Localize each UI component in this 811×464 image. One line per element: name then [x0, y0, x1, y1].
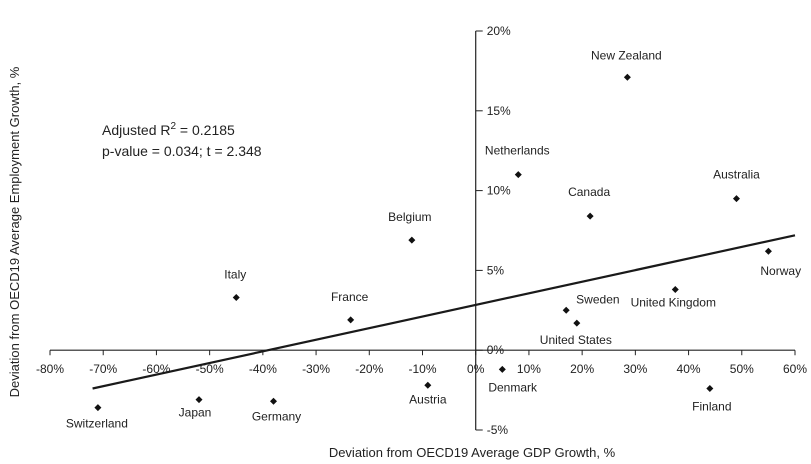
data-point-france: [347, 316, 355, 324]
point-label-australia: Australia: [713, 168, 760, 182]
data-point-netherlands: [514, 171, 522, 179]
x-tick-label: 30%: [623, 362, 647, 376]
x-tick-label: 40%: [677, 362, 701, 376]
data-point-united-states: [573, 319, 581, 327]
x-tick-label: -30%: [302, 362, 330, 376]
points-layer: [94, 73, 772, 412]
data-point-italy: [232, 294, 240, 302]
data-point-japan: [195, 396, 203, 404]
point-label-belgium: Belgium: [388, 210, 431, 224]
x-tick-label: 20%: [570, 362, 594, 376]
r2-superscript: 2: [170, 121, 176, 132]
point-label-austria: Austria: [409, 392, 447, 406]
data-point-germany: [270, 397, 277, 405]
x-tick-label: 50%: [730, 362, 754, 376]
x-tick-label: -40%: [249, 362, 277, 376]
y-axis-title: Deviation from OECD19 Average Employment…: [7, 66, 22, 397]
y-tick-label: 0%: [487, 343, 505, 357]
x-tick-label: 0%: [467, 362, 485, 376]
x-tick-label: 60%: [783, 362, 807, 376]
ticks: -80% -70% -60% -50% -40% -30% -20% -10% 0% 10% 20%…: [36, 24, 807, 437]
data-point-sweden: [562, 306, 570, 314]
p-value-annotation: p-value = 0.034; t = 2.348: [102, 143, 262, 159]
y-tick-label: 5%: [487, 263, 505, 277]
x-tick-label: -80%: [36, 362, 64, 376]
x-tick-label: 10%: [517, 362, 541, 376]
x-axis-title: Deviation from OECD19 Average GDP Growth…: [329, 445, 616, 460]
data-point-canada: [586, 212, 594, 220]
y-tick-label: 10%: [487, 184, 511, 198]
point-label-netherlands: Netherlands: [485, 144, 550, 158]
y-tick-label: -5%: [487, 423, 509, 437]
point-label-switzerland: Switzerland: [66, 417, 128, 431]
point-label-france: France: [331, 290, 369, 304]
point-label-germany: Germany: [252, 409, 301, 423]
r2-annotation: Adjusted R2 = 0.2185: [102, 121, 235, 138]
point-label-finland: Finland: [692, 400, 731, 414]
x-tick-label: -10%: [408, 362, 436, 376]
x-tick-label: -70%: [89, 362, 117, 376]
point-label-japan: Japan: [179, 406, 212, 420]
point-label-denmark: Denmark: [488, 380, 538, 394]
data-point-austria: [424, 381, 432, 389]
point-label-norway: Norway: [760, 264, 801, 278]
point-label-sweden: Sweden: [576, 292, 619, 306]
data-point-australia: [732, 195, 740, 203]
data-point-belgium: [408, 236, 416, 244]
point-labels-layer: New Zealand Netherlands Australia Canada Bel…: [66, 48, 801, 430]
x-tick-label: -20%: [355, 362, 383, 376]
x-tick-label: -50%: [196, 362, 224, 376]
point-label-canada: Canada: [568, 185, 610, 199]
data-point-denmark: [498, 365, 506, 373]
data-point-new-zealand: [623, 73, 631, 81]
regression-line: [92, 234, 796, 390]
point-label-united-states: United States: [540, 333, 612, 347]
data-point-finland: [706, 385, 714, 393]
y-tick-label: 15%: [487, 104, 511, 118]
data-point-switzerland: [94, 404, 102, 412]
point-label-united-kingdom: United Kingdom: [631, 296, 716, 310]
y-tick-label: 20%: [487, 24, 511, 38]
data-point-united-kingdom: [671, 286, 679, 294]
point-label-new-zealand: New Zealand: [591, 48, 662, 62]
trendline-layer: [92, 234, 796, 390]
point-label-italy: Italy: [224, 268, 246, 282]
data-point-norway: [764, 247, 772, 255]
